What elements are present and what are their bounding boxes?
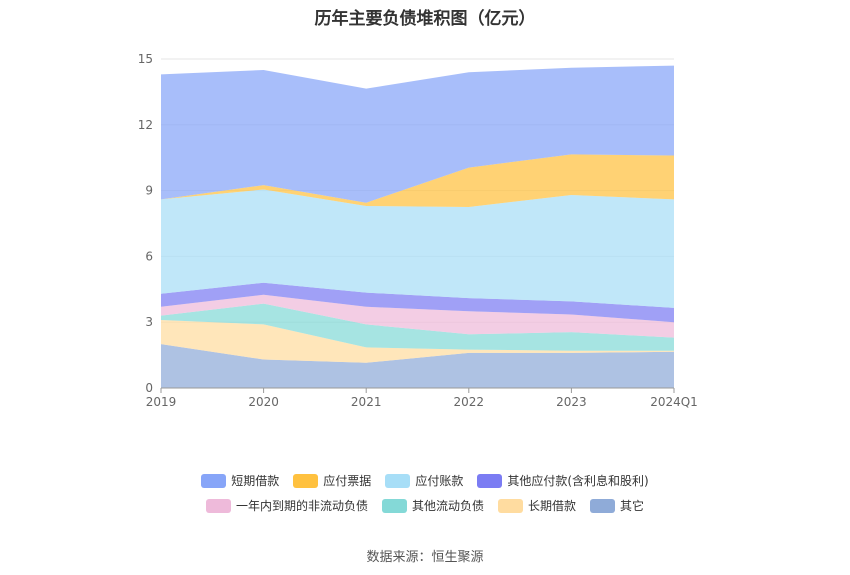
- area-series-其它[interactable]: [161, 344, 674, 388]
- legend-label: 其他应付款(含利息和股利): [507, 474, 649, 488]
- x-tick-label: 2024Q1: [650, 395, 698, 409]
- y-tick-label: 9: [145, 184, 153, 198]
- area-series-短期借款[interactable]: [161, 65, 674, 203]
- stacked-area-chart: 0 3 6 9 12 15 2019 2020 2021 2022 2023 2024Q1: [138, 52, 698, 409]
- legend-item[interactable]: 其他流动负债: [381, 497, 484, 514]
- y-tick-label: 0: [145, 381, 153, 395]
- legend-swatch: [477, 473, 503, 488]
- legend-swatch: [590, 498, 616, 513]
- area-series-其他应付款(含利息和股利)[interactable]: [161, 282, 674, 323]
- chart-title: 历年主要负债堆积图（亿元）: [314, 9, 536, 29]
- x-tick-label: 2022: [454, 395, 485, 409]
- area-series-一年内到期的非流动负债[interactable]: [161, 294, 674, 338]
- area-series-应付票据[interactable]: [161, 154, 674, 207]
- legend-item[interactable]: 长期借款: [498, 497, 576, 514]
- x-tick-label: 2023: [556, 395, 587, 409]
- legend-item[interactable]: 一年内到期的非流动负债: [205, 497, 368, 514]
- legend-item[interactable]: 短期借款: [201, 472, 279, 489]
- legend-item[interactable]: 其它: [590, 497, 644, 514]
- legend-row-1: 短期借款 应付票据 应付账款 其他应付款(含利息和股利): [0, 472, 850, 489]
- y-tick-label: 12: [138, 118, 153, 132]
- legend-swatch: [201, 473, 227, 488]
- x-tick-label: 2019: [146, 395, 177, 409]
- legend-swatch: [205, 498, 231, 513]
- y-tick-label: 15: [138, 52, 153, 66]
- area-series-应付账款[interactable]: [161, 189, 674, 308]
- legend-item[interactable]: 应付账款: [385, 472, 463, 489]
- y-tick-label: 6: [145, 249, 153, 263]
- axes: 0 3 6 9 12 15 2019 2020 2021 2022 2023 2024Q1: [138, 52, 698, 409]
- legend-swatch: [293, 473, 319, 488]
- x-tick-label: 2021: [351, 395, 382, 409]
- legend-item[interactable]: 其他应付款(含利息和股利): [477, 472, 649, 489]
- legend-label: 短期借款: [231, 474, 280, 488]
- legend-label: 应付账款: [415, 474, 464, 488]
- legend: 短期借款 应付票据 应付账款 其他应付款(含利息和股利) 一年内到期的非流动负债…: [0, 472, 850, 522]
- data-source-note: 数据来源：恒生聚源: [366, 550, 484, 565]
- legend-item[interactable]: 应付票据: [293, 472, 371, 489]
- area-series: [161, 65, 674, 388]
- legend-label: 其它: [620, 499, 645, 513]
- legend-label: 其他流动负债: [411, 499, 484, 513]
- legend-label: 一年内到期的非流动负债: [235, 499, 368, 513]
- legend-label: 应付票据: [323, 474, 372, 488]
- legend-swatch: [498, 498, 523, 513]
- area-series-其他流动负债[interactable]: [161, 303, 674, 351]
- legend-label: 长期借款: [528, 499, 577, 513]
- legend-swatch: [381, 498, 407, 513]
- area-series-长期借款[interactable]: [161, 320, 674, 363]
- legend-row-2: 一年内到期的非流动负债 其他流动负债 长期借款 其它: [0, 497, 850, 514]
- x-tick-label: 2020: [248, 395, 279, 409]
- y-tick-label: 3: [145, 315, 153, 329]
- legend-swatch: [385, 473, 411, 488]
